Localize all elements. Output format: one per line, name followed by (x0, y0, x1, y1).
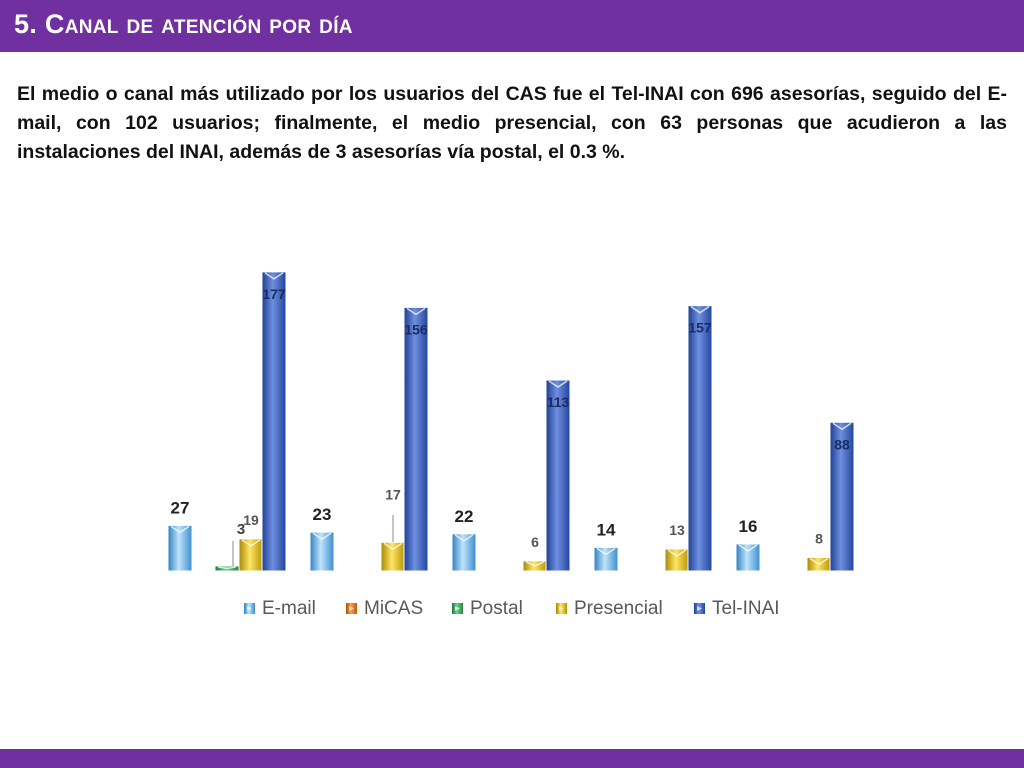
bar-email-5 (735, 543, 761, 572)
legend-marker-icon (455, 606, 460, 611)
data-label-telinai-4: 157 (688, 320, 712, 336)
data-label-telinai-5: 88 (834, 436, 850, 452)
legend-marker-icon (247, 606, 252, 611)
bar-highlight (383, 542, 403, 551)
data-label-presencial-5: 8 (815, 530, 823, 546)
bar-highlight (690, 306, 710, 314)
legend-label-telinai: Tel-INAI (712, 598, 780, 619)
data-label-presencial-3: 6 (531, 534, 539, 550)
bar-highlight (738, 544, 758, 552)
data-label-presencial-4: 13 (669, 522, 685, 538)
bar-telinai-4 (687, 305, 713, 572)
bar-telinai-5 (829, 421, 855, 572)
bar-telinai-3 (545, 379, 571, 572)
bar-highlight (406, 307, 426, 316)
data-label-email-5: 16 (739, 517, 758, 536)
bar-chart: 27 23 22 14 16 319 17 6 13 8 177 156 113 157 88 E-mail… (167, 271, 855, 619)
bar-highlight (525, 561, 545, 567)
legend-label-postal: Postal (470, 598, 523, 619)
data-label-email-4: 14 (597, 520, 616, 539)
data-label-email-1: 27 (171, 498, 190, 517)
data-label-email-3: 22 (455, 507, 474, 526)
bar-highlight (548, 380, 568, 388)
data-label-email-2: 23 (313, 505, 332, 524)
legend-marker-icon (559, 606, 564, 611)
bar-email-4 (593, 546, 619, 572)
bar-highlight (832, 422, 852, 431)
bar-telinai-1 (261, 271, 287, 572)
bar-presencial-4 (664, 548, 690, 572)
bar-email-2 (309, 531, 335, 572)
bar-highlight (241, 539, 261, 547)
bar-presencial-2 (380, 541, 406, 572)
bar-highlight (596, 547, 616, 556)
legend-label-micas: MiCAS (364, 598, 423, 619)
bar-highlight (264, 272, 284, 280)
bar-presencial-1 (238, 538, 264, 572)
legend-label-email: E-mail (262, 598, 316, 619)
bar-highlight (809, 557, 829, 566)
data-label-presencial-2: 17 (385, 486, 401, 502)
legend-marker-icon (349, 606, 354, 611)
bar-highlight (217, 566, 237, 570)
data-label-telinai-2: 156 (404, 321, 428, 337)
bar-highlight (667, 549, 687, 557)
legend-label-presencial: Presencial (574, 598, 663, 619)
data-label-telinai-3: 113 (547, 394, 570, 410)
bar-highlight (454, 534, 474, 542)
bar-highlight (170, 525, 190, 534)
legend-marker-icon (697, 606, 702, 611)
data-label-telinai-1: 177 (262, 286, 286, 302)
data-label-postal-1: 3 (237, 521, 245, 538)
bar-email-3 (451, 533, 477, 572)
data-label-presencial-1: 19 (243, 512, 259, 528)
title-bar: 5. Canal de atención por día (0, 0, 1024, 52)
summary-paragraph: El medio o canal más utilizado por los u… (17, 83, 1007, 163)
page-title: 5. Canal de atención por día (14, 9, 353, 39)
bar-telinai-2 (403, 306, 429, 572)
bar-highlight (312, 532, 332, 541)
bottom-bar (0, 749, 1024, 768)
